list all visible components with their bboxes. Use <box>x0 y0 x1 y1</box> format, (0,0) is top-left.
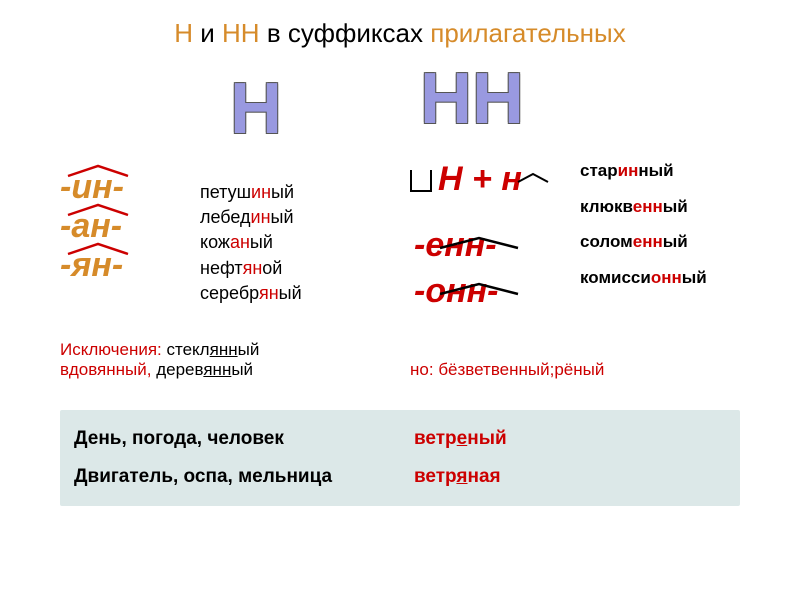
suffix-in: -ин- <box>60 168 124 207</box>
left-suffix-column: -ин- -ан- -ян- <box>60 168 124 285</box>
example-word: серебряный <box>200 281 302 306</box>
table-row: Двигатель, оспа, мельница ветряная <box>74 458 726 496</box>
formula-n-plus-n: Н + н <box>410 160 522 199</box>
example-word: петушиный <box>200 180 302 205</box>
example-word: кожаный <box>200 230 302 255</box>
table-cell: ветряная <box>414 466 501 488</box>
left-examples: петушиный лебединый кожаный нефтяной сер… <box>200 180 302 306</box>
table-cell: Двигатель, оспа, мельница <box>74 466 414 488</box>
title-in: в <box>260 18 288 48</box>
example-word: комиссионный <box>580 265 707 291</box>
example-word: лебединый <box>200 205 302 230</box>
suffix-roof-icon <box>66 203 130 217</box>
title-nn: НН <box>222 18 260 48</box>
suffix-roof-icon <box>438 266 520 280</box>
title-suffixes: суффиксах <box>288 18 423 48</box>
page-title: Н и НН в суффиксах прилагательных <box>0 0 800 49</box>
table-cell: День, погода, человек <box>74 428 414 450</box>
right-examples: старинный клюквенный соломенный комиссио… <box>580 158 707 300</box>
suffix-roof-icon <box>516 154 550 166</box>
title-n: Н <box>174 18 193 48</box>
example-word: клюквенный <box>580 194 707 220</box>
table-row: День, погода, человек ветреный <box>74 420 726 458</box>
big-letter-nn: НН <box>420 58 524 140</box>
base-box-icon <box>410 170 432 192</box>
suffix-roof-icon <box>66 242 130 256</box>
title-and: и <box>193 18 222 48</box>
suffix-roof-icon <box>66 164 130 178</box>
example-word: соломенный <box>580 229 707 255</box>
exceptions-right: но: бёзветвенный;рёный <box>410 360 604 380</box>
title-adj: прилагательных <box>430 18 625 48</box>
suffix-onn: -онн- <box>414 272 499 311</box>
suffix-enn: -енн- <box>414 226 497 265</box>
suffix-an: -ан- <box>60 207 124 246</box>
table-cell: ветреный <box>414 428 507 450</box>
suffix-roof-icon <box>438 220 520 234</box>
big-letter-n: Н <box>230 68 282 150</box>
exceptions-left: Исключения: стеклянный <box>60 340 259 360</box>
exceptions-left-line2: вдовянный, деревянный <box>60 360 253 380</box>
example-word: старинный <box>580 158 707 184</box>
example-word: нефтяной <box>200 256 302 281</box>
usage-table: День, погода, человек ветреный Двигатель… <box>60 410 740 506</box>
suffix-yan: -ян- <box>60 246 124 285</box>
